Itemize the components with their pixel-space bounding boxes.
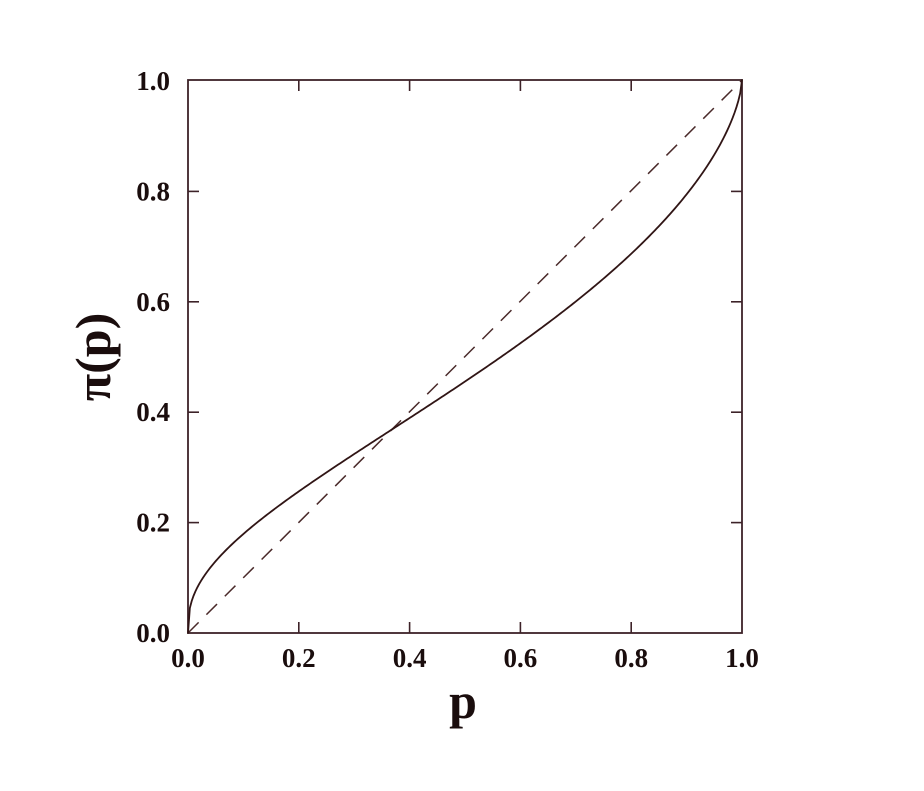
svg-text:0.4: 0.4 [393, 643, 427, 673]
svg-text:0.0: 0.0 [171, 643, 205, 673]
svg-text:0.2: 0.2 [282, 643, 316, 673]
svg-text:1.0: 1.0 [136, 66, 170, 96]
svg-text:0.0: 0.0 [136, 618, 170, 648]
svg-text:0.2: 0.2 [136, 508, 170, 538]
svg-text:π(p): π(p) [65, 313, 121, 402]
svg-text:0.6: 0.6 [504, 643, 538, 673]
svg-text:0.6: 0.6 [136, 287, 170, 317]
svg-text:0.8: 0.8 [614, 643, 648, 673]
svg-text:0.8: 0.8 [136, 176, 170, 206]
svg-text:1.0: 1.0 [725, 643, 759, 673]
svg-text:p: p [449, 673, 477, 729]
svg-text:0.4: 0.4 [136, 397, 170, 427]
